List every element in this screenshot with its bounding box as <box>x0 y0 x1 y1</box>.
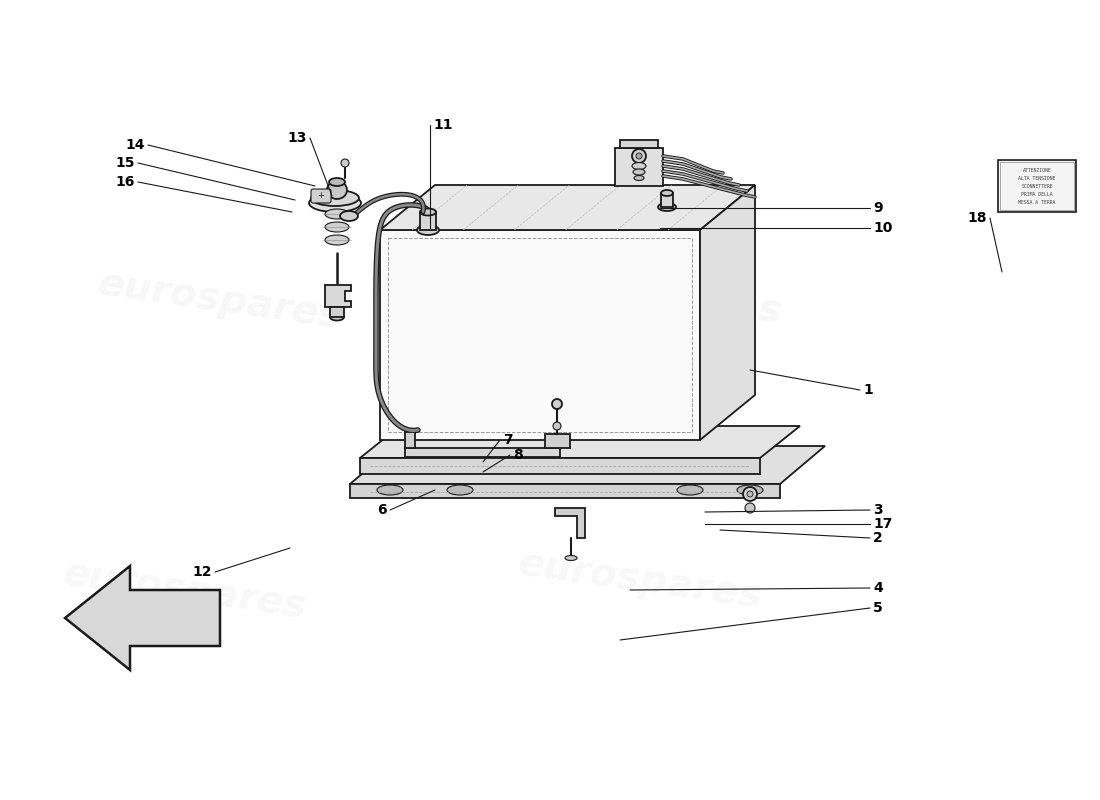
Polygon shape <box>405 432 415 448</box>
Circle shape <box>745 503 755 513</box>
Circle shape <box>553 422 561 430</box>
Polygon shape <box>620 140 658 148</box>
Circle shape <box>636 153 642 159</box>
Bar <box>1000 162 1074 210</box>
Polygon shape <box>65 566 220 670</box>
Text: 10: 10 <box>873 221 892 235</box>
Ellipse shape <box>565 555 578 561</box>
Circle shape <box>747 491 754 497</box>
Text: 18: 18 <box>968 211 987 225</box>
Polygon shape <box>544 434 570 448</box>
Ellipse shape <box>330 314 344 321</box>
Text: 16: 16 <box>116 175 135 189</box>
Text: 15: 15 <box>116 156 135 170</box>
Ellipse shape <box>327 181 346 199</box>
Text: 11: 11 <box>433 118 452 132</box>
Ellipse shape <box>632 169 645 175</box>
Text: 6: 6 <box>377 503 387 517</box>
FancyBboxPatch shape <box>311 189 331 203</box>
Polygon shape <box>615 148 663 186</box>
Polygon shape <box>420 212 436 230</box>
Text: SCONNETTERE: SCONNETTERE <box>1021 183 1053 189</box>
Polygon shape <box>556 508 585 538</box>
Ellipse shape <box>676 485 703 495</box>
Polygon shape <box>379 185 755 230</box>
Text: 14: 14 <box>125 138 145 152</box>
Ellipse shape <box>324 235 349 245</box>
Polygon shape <box>661 193 673 207</box>
Circle shape <box>552 399 562 409</box>
Text: ATTENZIONE: ATTENZIONE <box>1023 167 1052 173</box>
Polygon shape <box>405 448 560 457</box>
Polygon shape <box>350 446 825 484</box>
Text: eurospares: eurospares <box>60 554 309 626</box>
Text: 8: 8 <box>513 448 522 462</box>
Polygon shape <box>700 185 755 440</box>
Text: 3: 3 <box>873 503 882 517</box>
Ellipse shape <box>737 485 763 495</box>
Text: ALTA TENSIONE: ALTA TENSIONE <box>1019 175 1056 181</box>
Text: eurospares: eurospares <box>96 264 344 336</box>
Polygon shape <box>379 230 700 440</box>
Ellipse shape <box>447 485 473 495</box>
Text: eurospares: eurospares <box>516 544 764 616</box>
Text: 4: 4 <box>873 581 882 595</box>
Ellipse shape <box>377 485 403 495</box>
Ellipse shape <box>632 162 646 170</box>
Text: 12: 12 <box>192 565 212 579</box>
Polygon shape <box>360 426 800 458</box>
Ellipse shape <box>340 211 358 221</box>
Text: 7: 7 <box>503 433 513 447</box>
Bar <box>998 160 1076 212</box>
Ellipse shape <box>420 209 436 215</box>
Text: 2: 2 <box>873 531 882 545</box>
Circle shape <box>632 149 646 163</box>
Polygon shape <box>324 285 351 307</box>
Circle shape <box>742 487 757 501</box>
Text: 5: 5 <box>873 601 882 615</box>
Ellipse shape <box>311 190 359 206</box>
Text: 13: 13 <box>287 131 307 145</box>
Text: PRIMA DELLA: PRIMA DELLA <box>1021 191 1053 197</box>
Text: 9: 9 <box>873 201 882 215</box>
Ellipse shape <box>324 222 349 232</box>
Text: +: + <box>318 191 324 201</box>
Text: MESSA A TERRA: MESSA A TERRA <box>1019 199 1056 205</box>
Ellipse shape <box>329 178 345 186</box>
Ellipse shape <box>417 225 439 235</box>
Text: 1: 1 <box>864 383 872 397</box>
Polygon shape <box>330 307 344 317</box>
Polygon shape <box>350 484 780 498</box>
Ellipse shape <box>661 190 673 196</box>
Text: 17: 17 <box>873 517 892 531</box>
Ellipse shape <box>309 194 361 212</box>
Bar <box>388 238 692 432</box>
Ellipse shape <box>658 203 676 211</box>
Ellipse shape <box>324 209 349 219</box>
Circle shape <box>341 159 349 167</box>
Text: eurospares: eurospares <box>536 259 784 331</box>
Ellipse shape <box>634 175 643 181</box>
Polygon shape <box>360 458 760 474</box>
